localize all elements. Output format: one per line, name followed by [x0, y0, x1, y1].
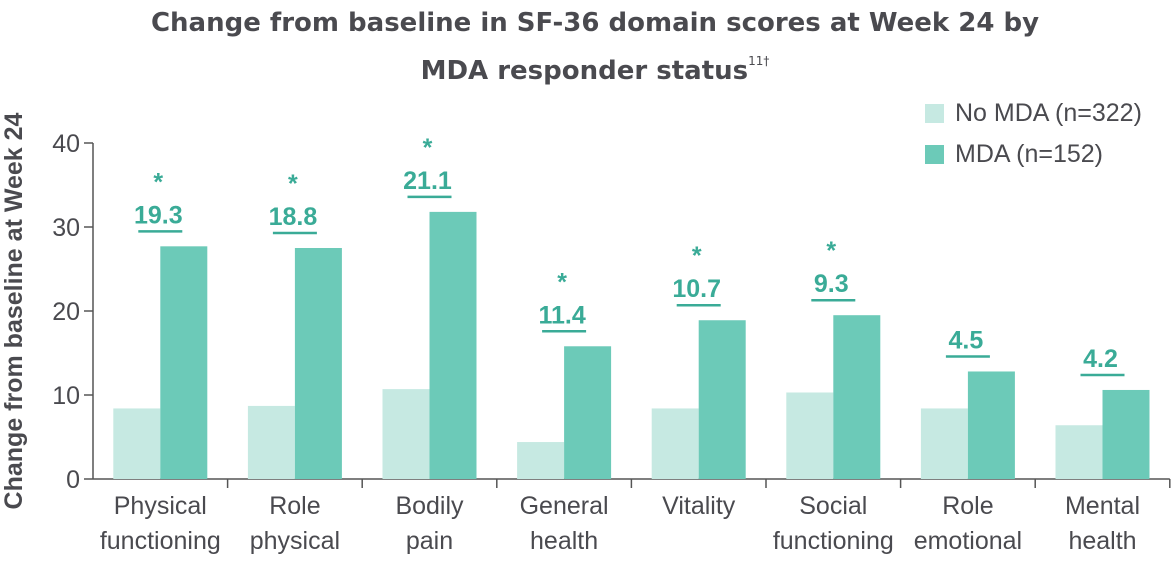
bar-mda — [1102, 389, 1150, 479]
difference-label: 21.1 — [403, 167, 452, 195]
bar-mda — [967, 371, 1015, 479]
bar-mda — [160, 246, 208, 479]
chart-title-line-1: Change from baseline in SF-36 domain sco… — [150, 8, 1040, 38]
bar-mda — [429, 211, 477, 479]
difference-label: 10.7 — [672, 275, 721, 303]
legend-swatch — [925, 145, 944, 164]
difference-label: 18.8 — [269, 203, 318, 231]
x-category-label: General — [520, 492, 609, 520]
y-axis-label: Change from baseline at Week 24 — [0, 112, 28, 509]
significance-asterisk: * — [288, 170, 298, 198]
x-category-label: Physical — [114, 492, 207, 520]
difference-label: 4.5 — [949, 326, 984, 354]
significance-asterisk: * — [423, 134, 433, 162]
y-tick-label: 20 — [52, 298, 80, 326]
difference-label: 9.3 — [814, 270, 849, 298]
x-category-label: functioning — [773, 527, 894, 555]
y-tick-label: 10 — [52, 382, 80, 410]
bar-no-mda — [920, 408, 968, 479]
difference-label: 4.2 — [1083, 345, 1118, 373]
chart-title-superscript: 11† — [748, 54, 770, 68]
bar-mda — [564, 346, 612, 479]
bar-no-mda — [382, 389, 430, 479]
x-category-label: Social — [799, 492, 867, 520]
x-category-label: pain — [406, 527, 453, 555]
difference-label: 11.4 — [538, 301, 585, 329]
x-category-label: Bodily — [395, 492, 464, 520]
chart-title-line-2: MDA responder status11† — [60, 42, 1130, 90]
legend-label: No MDA (n=322) — [955, 99, 1142, 127]
y-tick-label: 40 — [52, 130, 80, 158]
bar-mda — [698, 320, 746, 479]
x-category-label: emotional — [914, 527, 1022, 555]
chart-title-line-2-text: MDA responder status — [420, 56, 749, 86]
bar-no-mda — [113, 408, 161, 479]
bar-mda — [294, 248, 342, 479]
x-category-label: Role — [269, 492, 320, 520]
bar-no-mda — [786, 392, 834, 479]
bar-no-mda — [517, 442, 565, 479]
significance-asterisk: * — [826, 237, 836, 265]
y-tick-label: 0 — [66, 466, 80, 494]
x-category-label: health — [530, 527, 598, 555]
x-category-label: health — [1068, 527, 1136, 555]
x-category-label: functioning — [100, 527, 221, 555]
legend-swatch — [925, 104, 944, 123]
x-category-label: Role — [942, 492, 993, 520]
difference-label: 19.3 — [134, 201, 183, 229]
bar-no-mda — [1055, 425, 1103, 479]
x-category-label: physical — [250, 527, 340, 555]
x-category-label: Mental — [1065, 492, 1140, 520]
bar-no-mda — [651, 408, 699, 479]
chart-title: Change from baseline in SF-36 domain sco… — [60, 4, 1130, 90]
significance-asterisk: * — [153, 168, 163, 196]
y-tick-label: 30 — [52, 214, 80, 242]
bar-mda — [833, 315, 881, 479]
significance-asterisk: * — [557, 268, 567, 296]
significance-asterisk: * — [692, 242, 702, 270]
legend-label: MDA (n=152) — [955, 140, 1103, 168]
bar-no-mda — [247, 405, 295, 479]
x-category-label: Vitality — [662, 492, 736, 520]
